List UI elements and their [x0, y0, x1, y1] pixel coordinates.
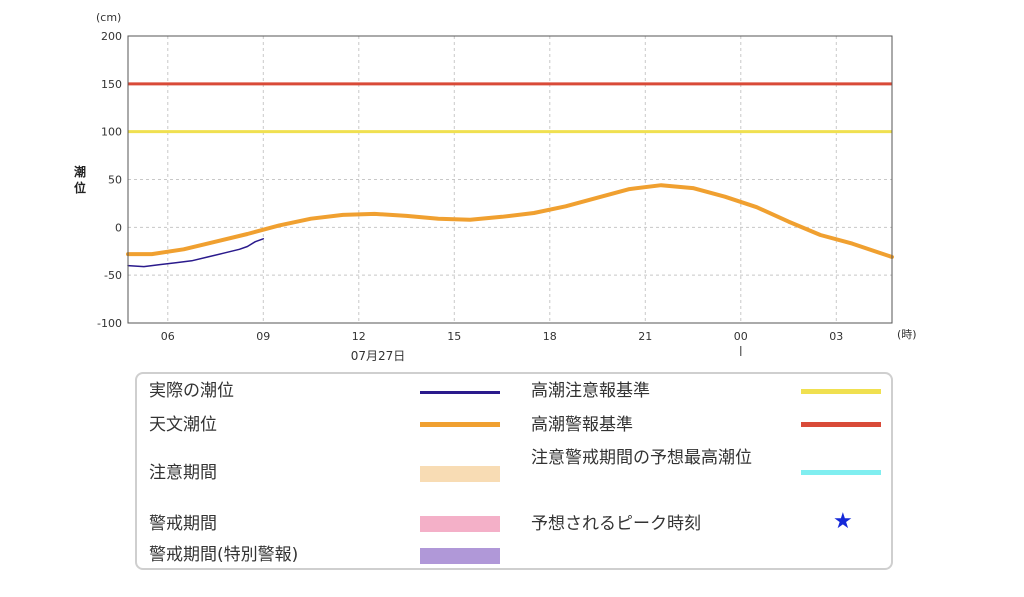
- plot-frame: [127, 35, 893, 324]
- y-tick-label: -50: [104, 269, 122, 282]
- x-tick-label: 09: [256, 330, 270, 343]
- threshold-lines: [128, 82, 892, 134]
- legend-caution-period-swatch: [420, 466, 500, 482]
- legend-warning-period-label: 警戒期間: [149, 514, 217, 534]
- series-line-astronomical: [126, 183, 894, 259]
- date-label: 07月27日: [351, 349, 406, 363]
- y-axis-label-char: 位: [74, 180, 86, 195]
- x-tick-label: 18: [543, 330, 557, 343]
- y-axis-label: 潮位: [74, 164, 86, 195]
- star-icon: ★: [833, 509, 853, 534]
- legend-caution-period-label: 注意期間: [149, 463, 217, 483]
- legend-warning-criterion-label: 高潮警報基準: [531, 415, 633, 435]
- y-tick-labels: 200 150 100 50 0 -50 -100: [97, 30, 122, 330]
- chart-grid: [128, 36, 892, 323]
- x-unit-label: (時): [897, 328, 917, 341]
- x-tick-label: 00: [734, 330, 748, 343]
- legend-special-period-swatch: [420, 548, 500, 564]
- y-tick-label: 0: [115, 221, 122, 234]
- legend-astro-swatch: [420, 422, 500, 427]
- legend-actual-swatch: [420, 391, 500, 394]
- legend-actual-label: 実際の潮位: [149, 381, 234, 401]
- x-tick-label: 03: [829, 330, 843, 343]
- legend-astro-label: 天文潮位: [149, 415, 217, 435]
- y-tick-label: -100: [97, 317, 122, 330]
- y-tick-label: 50: [108, 174, 122, 187]
- y-tick-label: 100: [101, 126, 122, 139]
- legend-forecast-max-label: 注意警戒期間の予想最高潮位: [531, 448, 752, 468]
- legend-caution-criterion-swatch: [801, 389, 881, 394]
- legend: 実際の潮位 天文潮位 注意期間 警戒期間 警戒期間(特別警報) 高潮注意報基準 …: [135, 372, 893, 570]
- y-tick-label: 200: [101, 30, 122, 43]
- tide-chart: 200 150 100 50 0 -50 -100 06 09 12 15 18 21 00 03 (cm…: [74, 11, 917, 363]
- y-axis-label-char: 潮: [74, 164, 86, 179]
- legend-caution-criterion-label: 高潮注意報基準: [531, 381, 650, 401]
- series-line-actual: [127, 238, 265, 268]
- y-unit-label: (cm): [96, 11, 121, 24]
- y-tick-label: 150: [101, 78, 122, 91]
- legend-peak-time-label: 予想されるピーク時刻: [531, 514, 701, 534]
- tide-series: [126, 183, 894, 268]
- x-tick-label: 12: [352, 330, 366, 343]
- x-tick-label: 06: [161, 330, 175, 343]
- legend-forecast-max-swatch: [801, 470, 881, 475]
- x-tick-label: 21: [638, 330, 652, 343]
- x-tick-label: 15: [447, 330, 461, 343]
- legend-warning-period-swatch: [420, 516, 500, 532]
- x-tick-labels: 06 09 12 15 18 21 00 03: [161, 330, 844, 343]
- legend-special-period-label: 警戒期間(特別警報): [149, 545, 299, 565]
- legend-warning-criterion-swatch: [801, 422, 881, 427]
